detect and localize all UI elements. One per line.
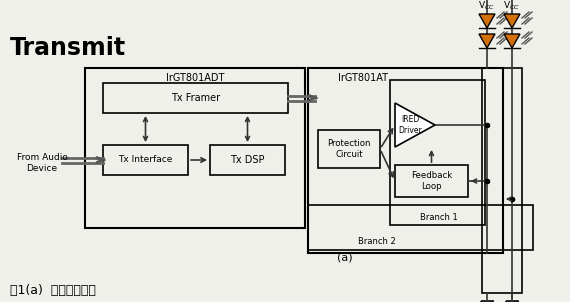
Polygon shape xyxy=(479,34,495,48)
Text: V$_{CC}$: V$_{CC}$ xyxy=(503,0,520,12)
Polygon shape xyxy=(504,14,520,28)
Bar xyxy=(506,301,518,302)
Text: Protection
Circuit: Protection Circuit xyxy=(327,139,370,159)
Bar xyxy=(481,301,493,302)
Bar xyxy=(85,68,305,228)
Text: V$_{CC}$: V$_{CC}$ xyxy=(478,0,495,12)
Bar xyxy=(210,145,285,175)
Polygon shape xyxy=(504,34,520,48)
Polygon shape xyxy=(395,103,435,147)
Bar xyxy=(308,205,533,250)
Text: Transmit: Transmit xyxy=(10,36,126,60)
Bar xyxy=(390,80,485,225)
Text: (a): (a) xyxy=(337,253,353,263)
Text: Feedback
Loop: Feedback Loop xyxy=(411,171,452,191)
Bar xyxy=(103,145,188,175)
Bar xyxy=(395,165,468,197)
Text: Tx Interface: Tx Interface xyxy=(119,156,173,165)
Text: Branch 2: Branch 2 xyxy=(358,237,396,246)
Bar xyxy=(318,130,380,168)
Polygon shape xyxy=(479,14,495,28)
Bar xyxy=(103,83,288,113)
Text: From Audio
Device: From Audio Device xyxy=(17,153,67,173)
Text: Tx DSP: Tx DSP xyxy=(230,155,264,165)
Text: IRED
Driver: IRED Driver xyxy=(398,115,422,135)
Text: 图1(a)  发射器原理图: 图1(a) 发射器原理图 xyxy=(10,284,96,297)
Bar xyxy=(482,68,522,293)
Text: Tx Framer: Tx Framer xyxy=(171,93,220,103)
Text: IrGT801ADT: IrGT801ADT xyxy=(166,73,224,83)
Text: IrGT801AT: IrGT801AT xyxy=(338,73,388,83)
Bar xyxy=(308,68,503,253)
Text: Branch 1: Branch 1 xyxy=(420,213,458,221)
